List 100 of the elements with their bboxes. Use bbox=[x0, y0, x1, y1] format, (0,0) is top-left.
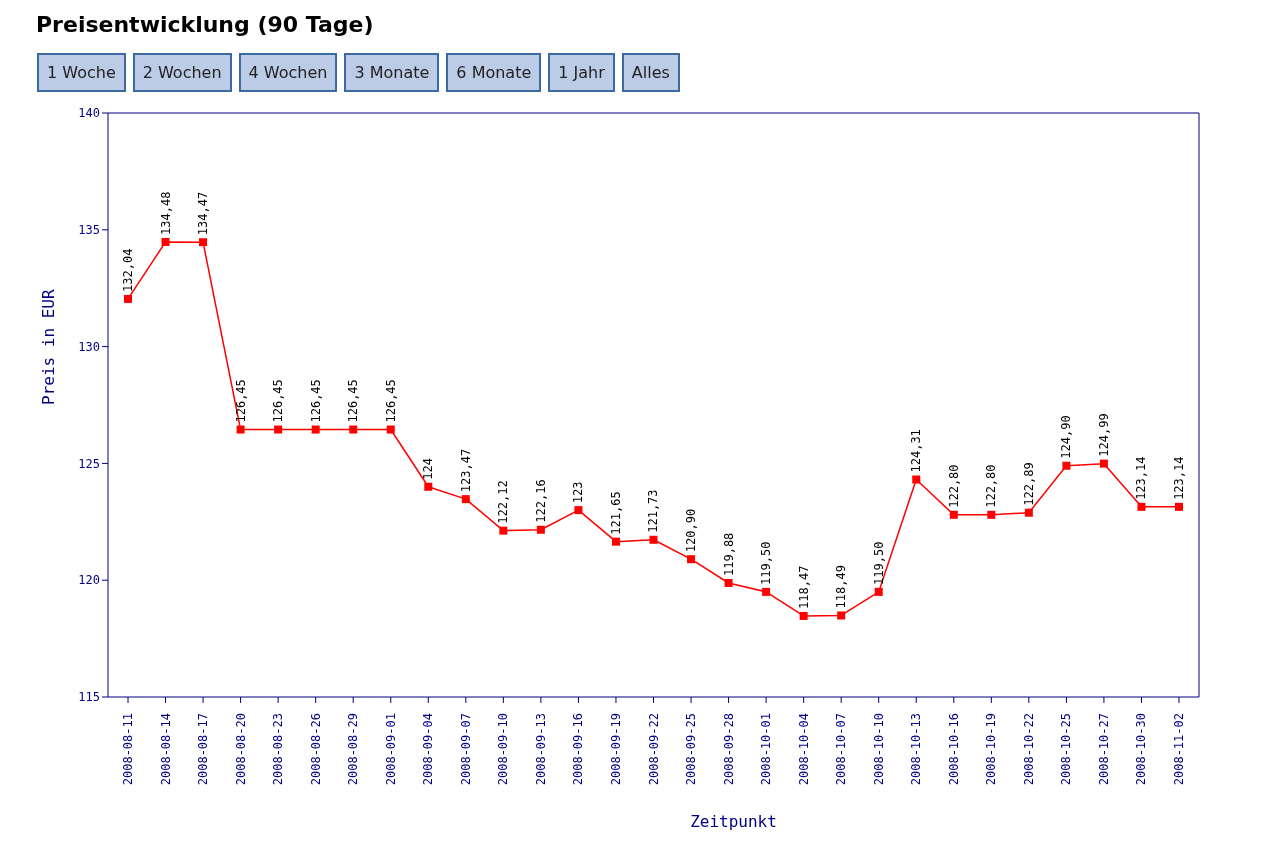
point bbox=[274, 425, 283, 434]
x-axis-title: Zeitpunkt bbox=[690, 812, 777, 831]
data-label: 122,16 bbox=[533, 479, 548, 523]
point bbox=[499, 526, 508, 535]
x-tick-label: 2008-08-11 bbox=[121, 713, 135, 786]
point bbox=[574, 506, 583, 515]
data-label: 118,49 bbox=[834, 565, 849, 609]
x-tick-label: 2008-09-16 bbox=[571, 713, 586, 786]
point bbox=[1062, 461, 1071, 470]
point bbox=[1137, 502, 1146, 511]
data-label: 122,80 bbox=[946, 464, 961, 508]
x-tick-label: 2008-10-16 bbox=[946, 713, 961, 786]
y-tick-label: 125 bbox=[78, 456, 100, 471]
x-tick-label: 2008-10-10 bbox=[871, 713, 886, 786]
data-label: 123,14 bbox=[1134, 456, 1149, 500]
x-tick-label: 2008-09-28 bbox=[721, 713, 736, 786]
button: 4 Wochen bbox=[238, 53, 338, 92]
x-tick-label: 2008-09-13 bbox=[533, 713, 548, 786]
point bbox=[724, 579, 733, 587]
point bbox=[874, 587, 883, 596]
point bbox=[1175, 502, 1183, 511]
x-tick-label: 2008-10-30 bbox=[1134, 713, 1149, 786]
data-label: 120,90 bbox=[684, 508, 699, 553]
data-label: 126,45 bbox=[233, 379, 248, 423]
data-label: 123 bbox=[571, 481, 586, 504]
y-axis-title: Preis in EUR bbox=[38, 289, 58, 405]
data-label: 121,73 bbox=[646, 489, 661, 533]
data-label: 124,99 bbox=[1096, 413, 1111, 457]
point bbox=[837, 611, 846, 620]
point bbox=[1099, 459, 1108, 468]
data-label: 119,50 bbox=[759, 541, 774, 585]
point bbox=[949, 510, 958, 519]
x-tick-label: 2008-10-25 bbox=[1059, 713, 1074, 786]
chart-title: Preisentwicklung (90 Tage) bbox=[36, 12, 375, 37]
x-tick-label: 2008-10-13 bbox=[909, 713, 924, 786]
point bbox=[199, 238, 208, 247]
x-tick-label: 2008-10-01 bbox=[759, 713, 774, 786]
x-tick-label: 2008-08-20 bbox=[233, 713, 248, 786]
point bbox=[649, 535, 658, 544]
point bbox=[611, 537, 620, 546]
x-tick-label: 2008-10-27 bbox=[1096, 713, 1111, 786]
data-label: 124,31 bbox=[909, 429, 924, 473]
point bbox=[987, 510, 996, 519]
data-label: 122,89 bbox=[1021, 462, 1036, 506]
data-label: 123,14 bbox=[1172, 456, 1186, 500]
button: 1 Jahr bbox=[548, 53, 615, 92]
point bbox=[912, 475, 921, 484]
point bbox=[762, 587, 771, 596]
x-tick-label: 2008-11-02 bbox=[1172, 713, 1186, 786]
data-label: 124,90 bbox=[1059, 415, 1074, 459]
x-tick-label: 2008-10-07 bbox=[834, 713, 849, 786]
data-label: 119,50 bbox=[871, 541, 886, 585]
data-label: 134,47 bbox=[196, 191, 211, 236]
x-tick-label: 2008-09-04 bbox=[421, 713, 436, 786]
data-label: 134,48 bbox=[158, 191, 173, 235]
point bbox=[799, 611, 808, 620]
point bbox=[386, 425, 395, 434]
data-label: 126,45 bbox=[383, 379, 398, 423]
point bbox=[536, 525, 545, 534]
y-tick-label: 120 bbox=[78, 573, 100, 588]
point bbox=[161, 237, 170, 246]
x-tick-label: 2008-10-04 bbox=[796, 713, 811, 786]
data-label: 126,45 bbox=[271, 379, 286, 423]
point bbox=[1024, 508, 1033, 517]
data-label: 119,88 bbox=[721, 532, 736, 576]
point bbox=[461, 495, 470, 504]
data-label: 121,65 bbox=[608, 491, 623, 535]
point bbox=[236, 425, 245, 434]
x-tick-label: 2008-09-07 bbox=[458, 713, 473, 786]
y-tick-label: 130 bbox=[78, 339, 100, 354]
data-label: 122,80 bbox=[984, 464, 999, 508]
y-tick-label: 140 bbox=[78, 106, 100, 121]
point bbox=[687, 555, 696, 564]
button: Alles bbox=[621, 53, 680, 92]
point bbox=[349, 425, 358, 434]
x-tick-label: 2008-08-26 bbox=[308, 713, 323, 786]
button: 3 Monate bbox=[344, 53, 440, 92]
data-label: 126,45 bbox=[346, 379, 361, 423]
button: 2 Wochen bbox=[132, 53, 232, 92]
x-tick-label: 2008-09-25 bbox=[684, 713, 699, 786]
x-tick-label: 2008-08-14 bbox=[158, 713, 173, 786]
button: 1 Woche bbox=[37, 53, 126, 92]
data-label: 124 bbox=[421, 458, 436, 480]
x-tick-label: 2008-09-01 bbox=[383, 713, 398, 786]
point bbox=[311, 425, 320, 434]
data-label: 118,47 bbox=[796, 565, 811, 609]
x-tick-label: 2008-08-17 bbox=[196, 713, 211, 786]
x-tick-label: 2008-09-22 bbox=[646, 713, 661, 786]
x-tick-label: 2008-10-19 bbox=[984, 713, 999, 786]
point bbox=[124, 294, 132, 303]
x-tick-label: 2008-08-23 bbox=[271, 713, 286, 786]
x-tick-label: 2008-10-22 bbox=[1021, 713, 1036, 786]
x-tick-label: 2008-08-29 bbox=[346, 713, 361, 786]
button: 6 Monate bbox=[446, 53, 542, 92]
data-label: 122,12 bbox=[496, 480, 511, 524]
x-tick-label: 2008-09-19 bbox=[608, 713, 623, 786]
x-tick-label: 2008-09-10 bbox=[496, 713, 511, 786]
data-label: 126,45 bbox=[308, 379, 323, 423]
data-label: 123,47 bbox=[458, 448, 473, 493]
point bbox=[424, 482, 433, 491]
